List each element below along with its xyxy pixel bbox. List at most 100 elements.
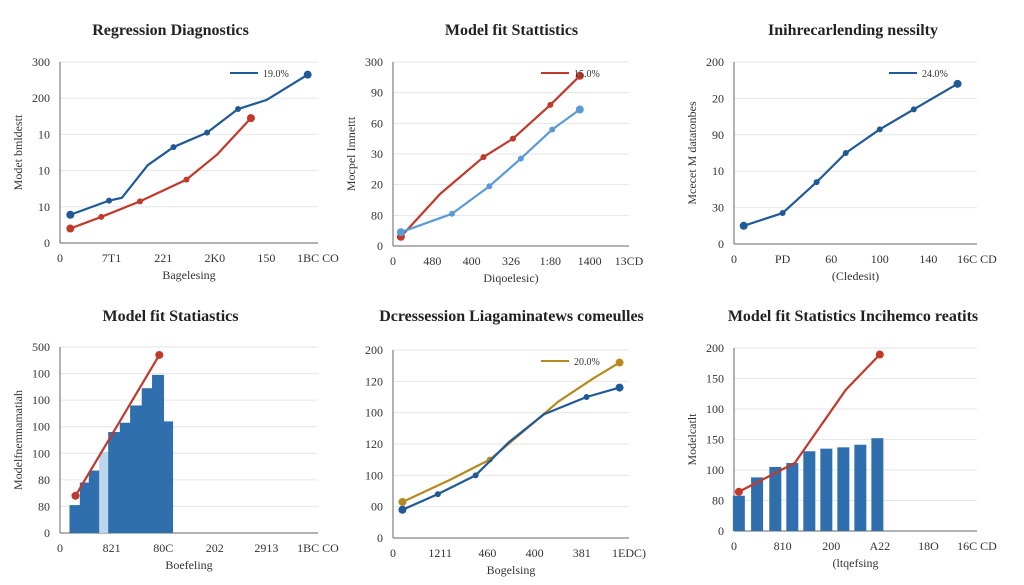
x-axis-label: Diqoelesic)	[483, 271, 538, 285]
bar	[786, 463, 799, 531]
data-point	[575, 71, 584, 80]
chart-title: Inihrecarlending nessilty	[768, 22, 938, 39]
data-point	[549, 126, 556, 133]
x-tick-label: 16C CD	[957, 539, 997, 553]
data-point	[396, 228, 405, 237]
data-point	[876, 126, 883, 133]
x-axis-label: Bagelesing	[162, 268, 215, 282]
y-tick-label: 100	[365, 468, 383, 482]
chart-title: Model fit Stattistics	[444, 22, 579, 39]
x-tick-label: 0	[731, 539, 737, 553]
x-tick-label: 2K0	[204, 251, 225, 265]
data-point	[155, 350, 164, 359]
series-line	[401, 386, 620, 511]
y-tick-label: 30	[371, 147, 383, 161]
y-tick-label: 150	[706, 372, 724, 386]
x-tick-label: 16C CD	[957, 252, 997, 266]
x-tick-label: 326	[502, 254, 520, 268]
y-tick-label: 10	[712, 164, 724, 178]
x-tick-label: 810	[774, 539, 792, 553]
y-tick-label: 120	[365, 437, 383, 451]
chart-title: Model fit Statistics Incihemco reatits	[727, 308, 979, 325]
y-tick-label: 300	[365, 55, 383, 69]
x-tick-label: 1211	[428, 546, 452, 560]
bar	[108, 432, 121, 533]
x-tick-label: 400	[526, 546, 544, 560]
data-point	[449, 210, 455, 217]
legend-label: 15.0%	[574, 69, 600, 80]
chart-title: Regression Diagnostics	[92, 22, 249, 39]
series-line	[743, 82, 959, 227]
data-point	[813, 179, 820, 186]
chart-svg: 0 80 100 150 100 150 200 0 810 200 A22 18O 16C CD (lt…	[685, 341, 997, 570]
y-tick-label: 0	[44, 526, 50, 540]
y-tick-label: 100	[706, 463, 724, 477]
chart-svg: 0 80 20 30 60 90 300 0 480 400 326 1:80 1400 13CD Diqo…	[344, 55, 644, 285]
y-tick-label: 100	[32, 420, 50, 434]
y-tick-label: 150	[706, 433, 724, 447]
y-tick-label: 80	[38, 473, 50, 487]
trend-line	[738, 353, 881, 493]
series-line	[401, 361, 621, 503]
x-tick-label: 1400	[578, 254, 602, 268]
y-tick-label: 00	[371, 500, 383, 514]
data-point	[517, 155, 524, 162]
x-tick-label: 18O	[918, 539, 939, 553]
y-tick-label: 120	[365, 374, 383, 388]
data-point	[98, 213, 105, 220]
y-tick-label: 200	[706, 55, 724, 69]
x-tick-label: 60	[825, 252, 837, 266]
x-tick-label: 1BC CO	[297, 251, 339, 265]
data-point	[875, 350, 884, 359]
x-tick-label: 0	[57, 541, 63, 555]
data-point	[136, 198, 143, 205]
data-point	[480, 154, 487, 161]
data-point	[615, 383, 624, 392]
x-tick-label: 13CD	[615, 254, 644, 268]
bar	[152, 374, 165, 533]
x-tick-label: PD	[775, 252, 791, 266]
y-tick-label: 0	[377, 239, 383, 253]
data-point	[739, 221, 748, 230]
y-tick-label: 100	[365, 406, 383, 420]
data-point	[398, 505, 407, 514]
bar	[837, 447, 850, 531]
y-tick-label: 90	[712, 128, 724, 142]
y-tick-label: 20	[371, 178, 383, 192]
x-axis-label: Boefeling	[165, 558, 212, 572]
y-tick-label: 0	[718, 524, 724, 538]
series-line	[400, 75, 581, 238]
y-axis-label: Mcecet M datatonbes	[685, 101, 699, 205]
bar	[99, 451, 112, 533]
data-point	[583, 394, 590, 400]
x-tick-label: 80C	[153, 541, 173, 555]
bar	[820, 448, 833, 531]
x-tick-label: 100	[871, 252, 889, 266]
bar	[69, 505, 82, 533]
bar	[751, 477, 764, 531]
legend-label: 24.0%	[922, 69, 948, 80]
y-tick-label: 300	[32, 55, 50, 69]
data-point	[66, 210, 75, 219]
y-axis-label: Modet bmldestt	[11, 114, 25, 190]
x-tick-label: 0	[57, 251, 63, 265]
data-point	[170, 144, 177, 151]
y-tick-label: 10	[38, 164, 50, 178]
chart-panel-1: Regression Diagnostics 0 10 10 10 200 300 0 7T1…	[0, 0, 341, 292]
bar	[871, 438, 884, 531]
data-point	[575, 105, 584, 114]
data-point	[434, 491, 441, 498]
x-tick-label: 821	[103, 541, 121, 555]
x-tick-label: 200	[822, 539, 840, 553]
x-tick-label: 202	[206, 541, 224, 555]
data-point	[910, 106, 917, 113]
data-point	[303, 70, 312, 79]
y-tick-label: 200	[32, 91, 50, 105]
bar	[769, 466, 782, 531]
chart-panel-2: Model fit Stattistics 0 80 20 30 60 90 300 0 480…	[341, 0, 682, 292]
x-tick-label: 2913	[254, 541, 278, 555]
data-point	[472, 472, 479, 479]
data-point	[779, 210, 786, 217]
x-tick-label: 0	[390, 546, 396, 560]
data-point	[615, 358, 624, 367]
